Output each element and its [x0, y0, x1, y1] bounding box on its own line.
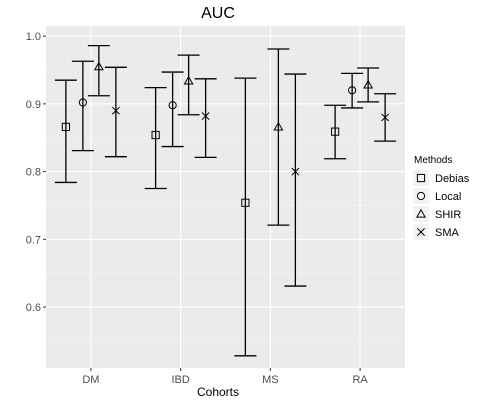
data-point [241, 198, 250, 207]
legend-key [415, 208, 427, 218]
legend-item: SMA [413, 224, 460, 240]
y-tick-label: 0.6 [26, 302, 41, 314]
legend-label: SMA [435, 227, 460, 239]
series-local [71, 60, 364, 152]
legend-key-background [413, 206, 429, 222]
legend-label: SHIR [435, 209, 461, 221]
data-point [331, 127, 340, 136]
legend-item: Local [413, 188, 461, 204]
x-axis-title: Cohorts [197, 385, 239, 399]
error-bar [341, 72, 364, 109]
x-tick-label: MS [262, 374, 279, 386]
data-point [61, 122, 70, 132]
error-bar [54, 79, 77, 184]
legend-key-background [413, 170, 429, 186]
legend-key [416, 173, 426, 183]
error-bar [267, 48, 290, 226]
data-point [348, 86, 357, 95]
grid-major [46, 26, 405, 368]
x-tick-label: DM [82, 374, 99, 386]
plot-panel [46, 26, 405, 368]
data-point [168, 101, 177, 110]
y-axis: 0.6 0.7 0.8 0.9 1.0 [26, 31, 46, 314]
error-bar [284, 73, 307, 287]
error-bar [104, 66, 127, 158]
series-sma [104, 66, 397, 287]
data-point [78, 98, 87, 107]
error-bar [144, 86, 167, 190]
series-shir [87, 44, 380, 226]
error-bar [194, 78, 217, 159]
error-bar [234, 77, 257, 357]
grid-minor [46, 69, 405, 342]
data-point [363, 79, 374, 89]
data-point [273, 121, 284, 131]
data-point [291, 167, 300, 176]
x-axis: DM IBD MS RA [82, 368, 368, 386]
legend-key [417, 228, 425, 236]
x-tick-label: RA [352, 374, 368, 386]
error-bar [87, 44, 110, 97]
legend-key-background [413, 188, 429, 204]
chart-title: AUC [201, 5, 235, 22]
data-point [151, 130, 160, 140]
data-point [201, 112, 210, 121]
chart-marks [54, 44, 397, 357]
y-tick-label: 0.9 [26, 99, 41, 111]
legend-key [416, 191, 426, 201]
legend-item: Debias [413, 170, 470, 186]
legend: Methods Debias Local SHIR SMA [413, 155, 470, 240]
data-point [381, 113, 390, 122]
y-tick-label: 1.0 [26, 31, 41, 43]
error-bar [357, 67, 380, 103]
error-bar [177, 54, 200, 116]
data-point [111, 106, 120, 115]
y-tick-label: 0.7 [26, 234, 41, 246]
legend-label: Debias [435, 173, 470, 185]
data-point [183, 75, 194, 85]
error-bar [324, 104, 347, 160]
legend-title: Methods [414, 155, 452, 166]
x-tick-label: IBD [171, 374, 189, 386]
data-point [93, 61, 104, 71]
series-debias [54, 77, 347, 357]
legend-item: SHIR [413, 206, 461, 222]
y-tick-label: 0.8 [26, 167, 41, 179]
legend-label: Local [435, 191, 461, 203]
